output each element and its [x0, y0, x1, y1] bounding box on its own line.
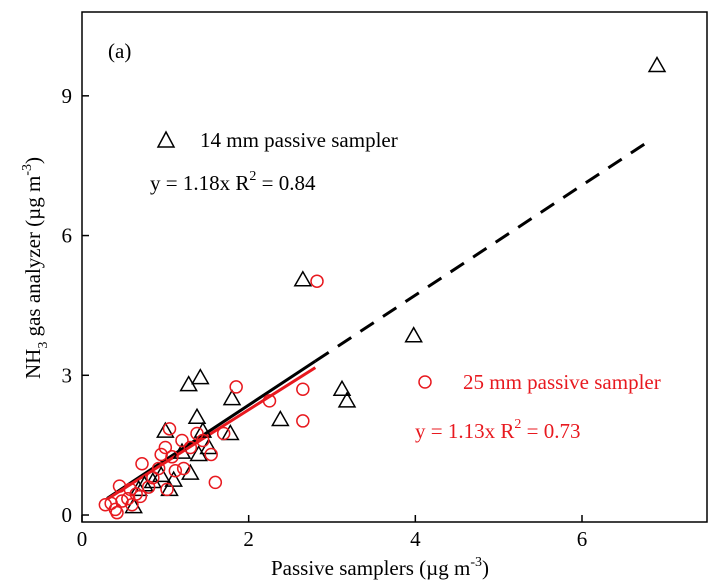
point-25mm	[196, 433, 210, 448]
point-25mm	[162, 422, 177, 436]
point-14mm	[164, 470, 183, 487]
point-25mm	[262, 394, 277, 408]
y-tick-label: 6	[62, 224, 73, 248]
x-axis-title: Passive samplers (µg m-3)	[271, 555, 489, 580]
fit-lines	[106, 140, 650, 501]
x-tick-label: 6	[577, 527, 588, 551]
y-axis-title: NH3 gas analyzer (µg m-3)	[20, 157, 51, 379]
y-axis-ticks: 0 3 6 9	[62, 84, 89, 527]
point-14mm	[222, 389, 242, 406]
point-25mm	[216, 426, 231, 441]
fit-line-14mm-dashed	[314, 140, 650, 363]
point-25mm	[133, 489, 148, 504]
point-25mm	[165, 450, 179, 464]
point-14mm	[404, 326, 423, 343]
point-25mm	[310, 274, 324, 288]
x-axis-ticks: 0 2 4 6	[77, 515, 588, 551]
point-14mm	[181, 463, 200, 480]
point-25mm	[135, 457, 149, 471]
y-tick-label: 0	[62, 503, 73, 527]
point-14mm	[293, 270, 313, 287]
point-25mm	[208, 475, 223, 490]
point-25mm	[151, 461, 166, 476]
point-25mm	[176, 461, 191, 476]
point-25mm	[296, 382, 310, 397]
equation-25mm: y = 1.13x R2 = 0.73	[415, 417, 580, 443]
point-25mm	[168, 464, 183, 478]
legend-label-14mm: 14 mm passive sampler	[200, 128, 398, 152]
point-25mm	[229, 380, 243, 394]
y-tick-label: 9	[62, 84, 73, 108]
point-25mm	[160, 482, 174, 497]
point-14mm	[156, 421, 175, 438]
plot-frame	[81, 11, 708, 523]
point-25mm	[175, 433, 189, 448]
point-25mm	[110, 505, 124, 520]
x-tick-label: 0	[77, 527, 88, 551]
x-tick-label: 2	[243, 527, 254, 551]
y-tick-label: 3	[62, 363, 73, 387]
point-14mm	[221, 423, 240, 441]
legend-label-25mm: 25 mm passive sampler	[463, 370, 661, 394]
point-14mm	[187, 407, 207, 424]
point-25mm	[296, 414, 310, 428]
legend-triangle-icon	[156, 130, 176, 148]
point-25mm	[204, 447, 218, 462]
point-14mm	[332, 379, 352, 397]
point-14mm	[647, 56, 667, 73]
point-14mm	[189, 444, 208, 462]
legend-circle-icon	[418, 375, 432, 389]
point-25mm	[183, 440, 198, 455]
point-14mm	[271, 410, 290, 427]
data-points	[98, 56, 667, 520]
point-14mm	[337, 391, 357, 408]
fit-line-25mm	[106, 366, 317, 501]
x-tick-label: 4	[410, 527, 421, 551]
panel-label: (a)	[108, 39, 131, 63]
equation-14mm: y = 1.18x R2 = 0.84	[150, 169, 316, 195]
point-25mm	[154, 447, 168, 462]
point-25mm	[158, 440, 173, 455]
point-14mm	[193, 421, 213, 438]
point-14mm	[191, 368, 210, 385]
